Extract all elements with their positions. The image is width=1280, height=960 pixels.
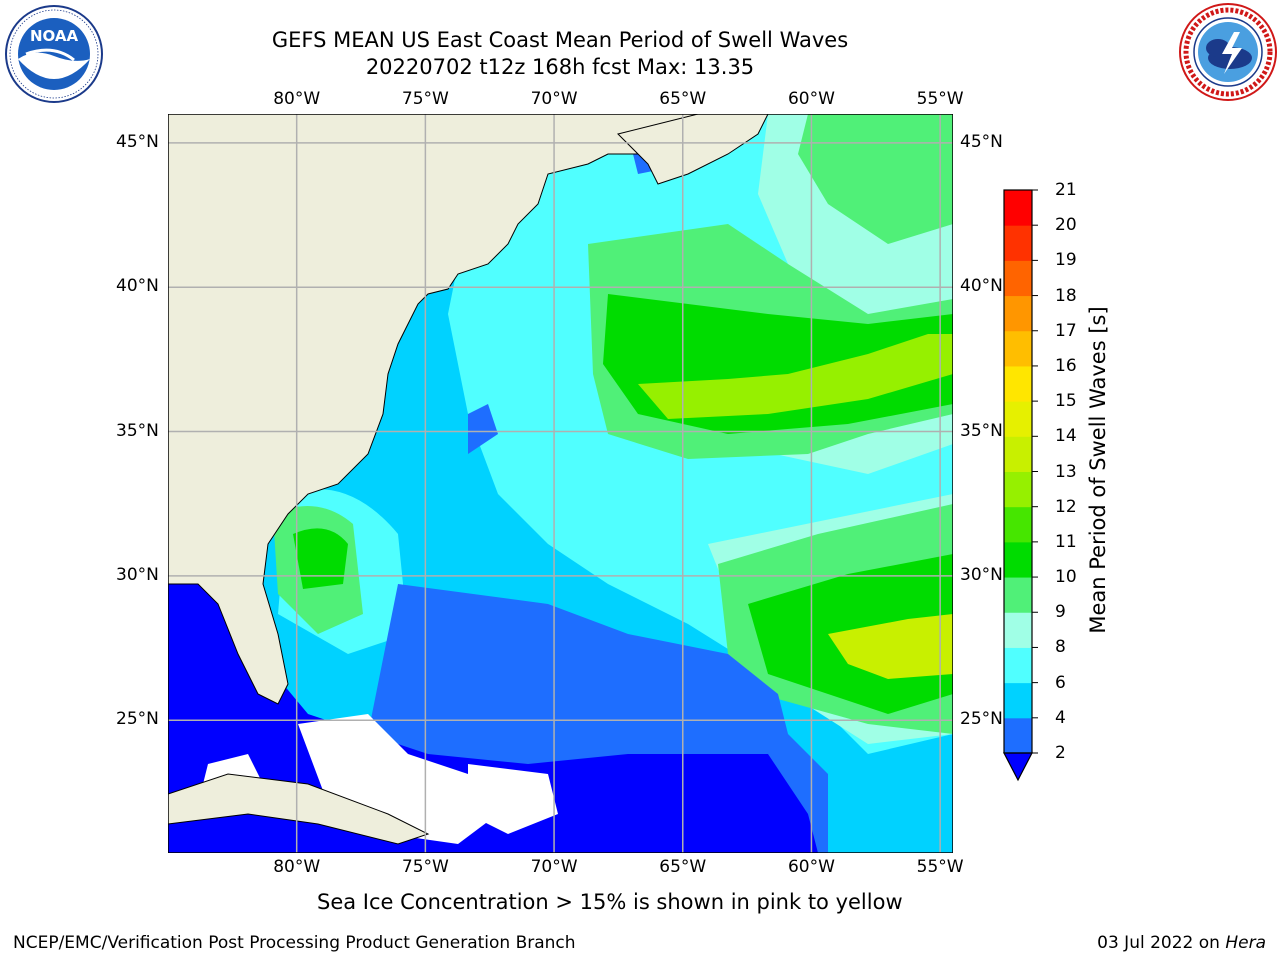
colorbar-tick-label: 18: [1055, 285, 1077, 306]
swell-region-4-6: [468, 404, 498, 454]
colorbar-bin: [1004, 225, 1032, 261]
longitude-tick-label: 55°W: [916, 89, 964, 109]
swell-region-10-11: [293, 528, 348, 589]
colorbar-bin: [1004, 190, 1032, 226]
longitude-tick-label: 60°W: [787, 857, 835, 877]
longitude-tick-label: 75°W: [401, 857, 449, 877]
colorbar-tick-label: 8: [1055, 637, 1066, 658]
colorbar-bin: [1004, 401, 1032, 437]
colorbar-bin: [1004, 330, 1032, 367]
chart-title: GEFS MEAN US East Coast Mean Period of S…: [271, 28, 849, 52]
latitude-tick-label: 25°N: [116, 709, 159, 730]
colorbar-tick-label: 12: [1055, 496, 1077, 517]
colorbar-bin: [1004, 541, 1032, 578]
longitude-tick-label: 80°W: [273, 857, 321, 877]
latitude-tick-label: 45°N: [116, 131, 159, 152]
colorbar-tick-label: 11: [1055, 531, 1077, 552]
longitude-tick-label: 65°W: [659, 89, 707, 109]
colorbar-bin: [1004, 577, 1032, 613]
footer-credit: NCEP/EMC/Verification Post Processing Pr…: [13, 933, 576, 953]
footer-machine: Hera: [1225, 933, 1266, 953]
colorbar-bin: [1004, 717, 1032, 754]
swell-region-9-10: [798, 114, 953, 244]
longitude-tick-label: 65°W: [659, 857, 707, 877]
latitude-tick-label: 40°N: [960, 276, 1003, 297]
longitude-tick-label: 70°W: [530, 89, 578, 109]
colorbar-bin: [1004, 260, 1032, 297]
swell-period-map: [167, 113, 954, 854]
footer-date: 03 Jul 2022 on Hera: [1097, 933, 1266, 953]
colorbar-bin: [1004, 682, 1032, 719]
latitude-tick-label: 40°N: [116, 276, 159, 297]
latitude-tick-label: 25°N: [960, 709, 1003, 730]
colorbar-tick-label: 14: [1055, 426, 1077, 447]
colorbar-tick-label: 15: [1055, 391, 1077, 412]
longitude-tick-label: 55°W: [916, 857, 964, 877]
latitude-tick-label: 30°N: [116, 564, 159, 585]
svg-text:NOAA: NOAA: [30, 27, 79, 45]
colorbar-tick-label: 2: [1055, 743, 1066, 763]
colorbar-extend-arrow: [1003, 752, 1033, 782]
colorbar-bin: [1004, 436, 1032, 472]
land-north-america: [168, 114, 699, 705]
colorbar-bin: [1004, 295, 1032, 332]
map-gridlines: [168, 114, 953, 853]
colorbar-bin: [1004, 365, 1032, 402]
latitude-tick-label: 35°N: [116, 420, 159, 441]
colorbar-bin: [1004, 506, 1032, 543]
colorbar: [1003, 189, 1038, 782]
latitude-tick-label: 45°N: [960, 131, 1003, 152]
swell-region-11-13: [638, 334, 953, 419]
longitude-tick-label: 60°W: [787, 89, 835, 109]
colorbar-tick-label: 4: [1055, 707, 1066, 728]
colorbar-tick-label: 16: [1055, 355, 1077, 376]
colorbar-tick-label: 10: [1055, 567, 1077, 588]
colorbar-tick-label: 19: [1055, 250, 1077, 271]
footer-date-text: 03 Jul 2022 on: [1097, 933, 1226, 953]
noaa-logo: NOAA: [4, 4, 104, 104]
nws-logo: [1178, 2, 1278, 102]
colorbar-tick-label: 20: [1055, 215, 1077, 236]
colorbar-tick-label: 17: [1055, 320, 1077, 341]
chart-subtitle: 20220702 t12z 168h fcst Max: 13.35: [365, 55, 755, 79]
colorbar-tick-label: 9: [1055, 602, 1066, 623]
land-nova-scotia: [617, 114, 769, 185]
longitude-tick-label: 70°W: [530, 857, 578, 877]
swell-region-11-13: [828, 614, 953, 679]
colorbar-tick-label: 13: [1055, 461, 1077, 482]
longitude-tick-label: 75°W: [401, 89, 449, 109]
colorbar-title: Mean Period of Swell Waves [s]: [1086, 306, 1110, 634]
latitude-tick-label: 30°N: [960, 564, 1003, 585]
colorbar-tick-label: 6: [1055, 672, 1066, 693]
colorbar-tick-label: 21: [1055, 180, 1077, 200]
latitude-tick-label: 35°N: [960, 420, 1003, 441]
colorbar-bin: [1004, 647, 1032, 684]
longitude-tick-label: 80°W: [273, 89, 321, 109]
no-data-area: [468, 764, 558, 834]
sea-ice-caption: Sea Ice Concentration > 15% is shown in …: [317, 890, 903, 914]
land-cuba: [168, 773, 430, 845]
colorbar-bin: [1004, 612, 1032, 648]
colorbar-bin: [1004, 471, 1032, 508]
